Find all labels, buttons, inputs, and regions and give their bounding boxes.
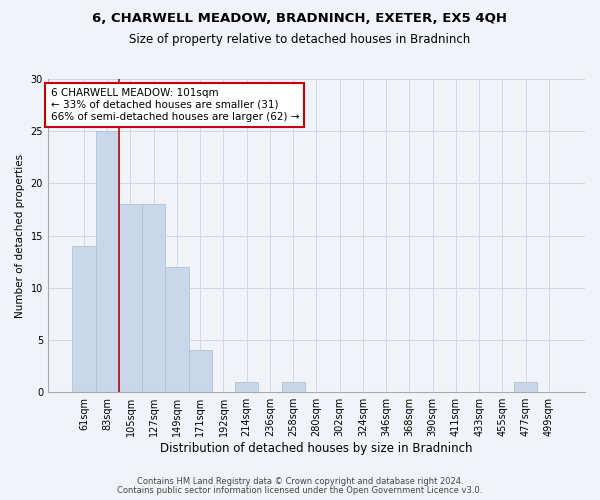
Bar — [514, 382, 538, 392]
Y-axis label: Number of detached properties: Number of detached properties — [15, 154, 25, 318]
Text: Contains public sector information licensed under the Open Government Licence v3: Contains public sector information licen… — [118, 486, 482, 495]
Bar — [95, 131, 119, 392]
X-axis label: Distribution of detached houses by size in Bradninch: Distribution of detached houses by size … — [160, 442, 473, 455]
Bar — [188, 350, 212, 392]
Bar — [235, 382, 259, 392]
Bar — [119, 204, 142, 392]
Text: 6, CHARWELL MEADOW, BRADNINCH, EXETER, EX5 4QH: 6, CHARWELL MEADOW, BRADNINCH, EXETER, E… — [92, 12, 508, 26]
Bar — [281, 382, 305, 392]
Text: Contains HM Land Registry data © Crown copyright and database right 2024.: Contains HM Land Registry data © Crown c… — [137, 477, 463, 486]
Bar — [142, 204, 166, 392]
Bar — [73, 246, 95, 392]
Text: 6 CHARWELL MEADOW: 101sqm
← 33% of detached houses are smaller (31)
66% of semi-: 6 CHARWELL MEADOW: 101sqm ← 33% of detac… — [50, 88, 299, 122]
Bar — [166, 267, 188, 392]
Text: Size of property relative to detached houses in Bradninch: Size of property relative to detached ho… — [130, 32, 470, 46]
